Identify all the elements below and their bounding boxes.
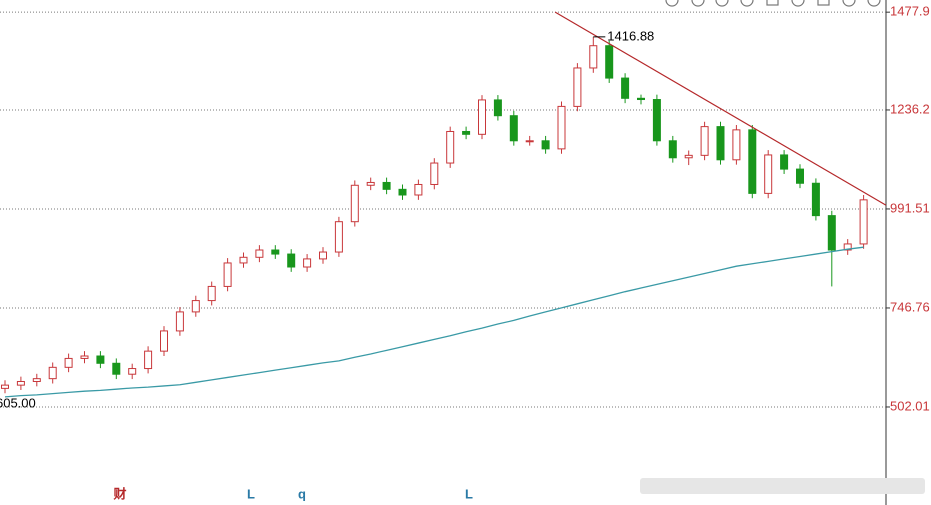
candle-body (764, 154, 773, 194)
candle-body (859, 199, 868, 245)
candle-body (557, 105, 566, 150)
trendline (554, 11, 887, 206)
candle-body (80, 355, 89, 359)
candle-body (430, 162, 439, 185)
candle-body (175, 311, 184, 332)
tool-icon[interactable] (817, 0, 830, 6)
candle-body (446, 130, 455, 164)
candle-body (1, 384, 9, 389)
candle-body (811, 182, 820, 217)
candle-body (303, 258, 312, 268)
candle-body (780, 154, 789, 170)
candle-body (732, 129, 741, 161)
candle-body (684, 154, 693, 159)
candle-body (334, 221, 343, 253)
candle-body (319, 251, 327, 260)
candle-body (668, 140, 677, 159)
candle-body (525, 140, 534, 143)
candle-body (621, 77, 630, 99)
toolbar (665, 0, 881, 7)
candle-body (271, 249, 280, 255)
candle-body (32, 378, 41, 382)
event-marker: q (298, 486, 306, 501)
y-tick-label: 746.76 (890, 299, 930, 314)
candle-body (223, 262, 232, 287)
candle-body (191, 300, 200, 313)
tool-icon[interactable] (791, 0, 805, 7)
candle-body (605, 45, 614, 79)
low-label: 605.00 (0, 395, 36, 410)
candle-body (382, 181, 391, 190)
candle-body (493, 99, 502, 117)
candle-body (462, 130, 471, 135)
candle-body (350, 184, 359, 223)
candle-body (589, 45, 598, 69)
y-tick-label: 991.51 (890, 200, 930, 215)
candle-body (239, 256, 248, 264)
candle-body (128, 368, 137, 375)
candle-body (843, 243, 852, 251)
event-marker: 财 (113, 486, 126, 501)
tool-icon[interactable] (842, 0, 856, 7)
tool-icon[interactable] (715, 0, 729, 7)
candle-body (287, 253, 296, 268)
candle-body (700, 126, 709, 156)
tool-icon[interactable] (766, 0, 779, 6)
candle-body (160, 330, 168, 352)
candle-body (64, 357, 73, 368)
event-marker: L (247, 486, 255, 501)
candle-body (96, 355, 105, 364)
candle-body (748, 129, 757, 194)
tool-icon[interactable] (867, 0, 881, 7)
candle-body (796, 168, 804, 184)
tool-icon[interactable] (740, 0, 754, 7)
y-tick-label: 1236.2 (890, 101, 930, 116)
candle-body (652, 99, 661, 142)
candle-body (414, 183, 423, 196)
candle-body (16, 380, 25, 386)
high-label: 1416.88 (607, 28, 654, 43)
candle-body (366, 181, 375, 186)
candle-body (637, 97, 645, 101)
candle-body (573, 67, 582, 107)
candle-body (398, 188, 407, 196)
candle-body (716, 126, 725, 161)
event-marker: L (465, 486, 473, 501)
y-tick-label: 502.01 (890, 398, 930, 413)
candle-body (255, 249, 264, 258)
candle-body (144, 350, 153, 370)
candle-body (541, 140, 550, 150)
candle-body (48, 366, 57, 380)
candle-body (509, 115, 518, 142)
blurred-area (640, 478, 925, 494)
tool-icon[interactable] (691, 0, 705, 7)
candle-body (112, 362, 121, 375)
y-tick-label: 1477.9 (890, 4, 930, 19)
tool-icon[interactable] (665, 0, 679, 7)
moving-average (4, 246, 864, 398)
candle-body (827, 215, 836, 251)
candle-body (207, 285, 216, 302)
candle-body (478, 99, 486, 135)
